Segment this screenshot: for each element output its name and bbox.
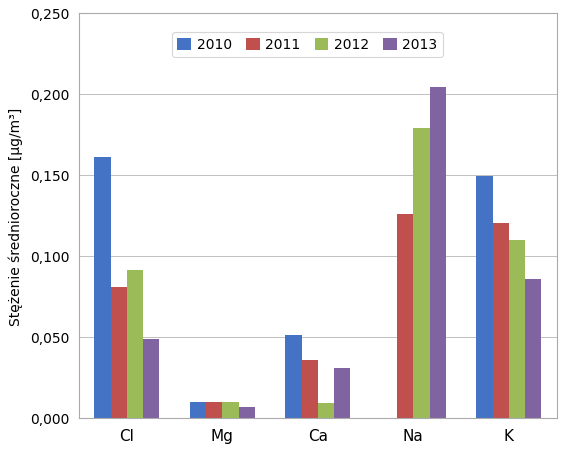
- Bar: [525, 279, 541, 418]
- Bar: [302, 360, 318, 418]
- Bar: [397, 214, 414, 418]
- Bar: [222, 402, 238, 418]
- Bar: [94, 158, 111, 418]
- Bar: [414, 129, 429, 418]
- Bar: [429, 88, 446, 418]
- Bar: [476, 177, 493, 418]
- Bar: [143, 339, 159, 418]
- Bar: [238, 407, 255, 418]
- Bar: [127, 271, 143, 418]
- Bar: [206, 402, 222, 418]
- Bar: [509, 240, 525, 418]
- Bar: [190, 402, 206, 418]
- Bar: [318, 404, 334, 418]
- Bar: [285, 336, 302, 418]
- Bar: [493, 224, 509, 418]
- Y-axis label: Stężenie średnioroczne [μg/m³]: Stężenie średnioroczne [μg/m³]: [8, 107, 23, 325]
- Legend: 2010, 2011, 2012, 2013: 2010, 2011, 2012, 2013: [172, 33, 443, 58]
- Bar: [334, 368, 350, 418]
- Bar: [111, 287, 127, 418]
